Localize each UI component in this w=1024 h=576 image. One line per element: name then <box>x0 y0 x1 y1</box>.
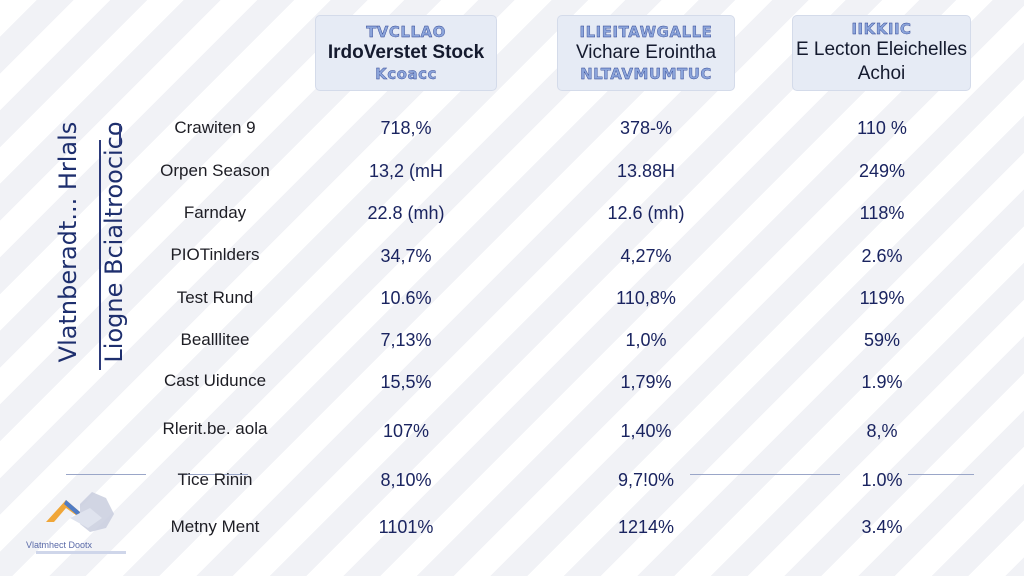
table-cell: 8,% <box>866 421 898 441</box>
column-header-2-title: Vichare Erointha <box>575 42 717 63</box>
table-cell: 59% <box>863 330 901 350</box>
table-cell: 718,% <box>380 118 432 138</box>
table-cell: 1,40% <box>620 421 672 441</box>
table-cell: 1.9% <box>861 372 903 392</box>
row-label: Test Rund <box>176 288 254 307</box>
column-header-1-bottom: Kcoacc <box>375 65 437 83</box>
table-cell: 118% <box>859 203 905 223</box>
table-cell: 12.6 (mh) <box>607 203 685 223</box>
column-header-3: IIKKIIC E Lecton Eleichelles Achoi <box>793 16 970 90</box>
table-cell: 1214% <box>617 517 675 537</box>
table-cell: 119% <box>859 288 905 308</box>
column-header-2-bottom: NLTAVMUMTUC <box>580 65 712 83</box>
row-label: Farnday <box>183 203 247 222</box>
table-cell: 8,10% <box>380 470 432 490</box>
row-label: Rlerit.be. aola <box>162 419 268 438</box>
table-cell: 22.8 (mh) <box>367 203 445 223</box>
column-header-3-title: E Lecton Eleichelles Achoi <box>795 39 968 84</box>
table-cell: 7,13% <box>380 330 432 350</box>
table-cell: 107% <box>382 421 430 441</box>
column-header-2-top: ILIEITAWGALLE <box>579 23 713 41</box>
table-cell: 10.6% <box>380 288 432 308</box>
vertical-title-2: Liogne Bcialtroocico <box>100 121 128 363</box>
table-cell: 378-% <box>619 118 673 138</box>
vertical-divider <box>99 140 101 370</box>
vertical-title-1: Vlatnberadt... Hrlals <box>54 121 82 363</box>
logo-icon <box>46 492 114 532</box>
separator-line <box>690 474 840 475</box>
table-cell: 3.4% <box>861 517 903 537</box>
table-cell: 13,2 (mH <box>368 161 444 181</box>
table-cell: 4,27% <box>620 246 672 266</box>
separator-line <box>908 474 974 475</box>
table-cell: 249% <box>858 161 906 181</box>
row-label: Cast Uidunce <box>163 371 267 390</box>
table-cell: 1.0% <box>861 470 903 490</box>
row-label: Orpen Season <box>160 161 270 180</box>
table-cell: 1101% <box>378 517 434 537</box>
column-header-1-title: IrdoVerstet Stock <box>327 42 485 63</box>
table-cell: 15,5% <box>380 372 432 392</box>
logo-subline <box>36 551 126 554</box>
column-header-2: ILIEITAWGALLE Vichare Erointha NLTAVMUMT… <box>558 16 734 90</box>
separator-line <box>66 474 146 475</box>
column-header-1: TVCLLAO IrdoVerstet Stock Kcoacc <box>316 16 496 90</box>
row-label: Tice Rinin <box>177 470 253 489</box>
separator-line <box>178 474 248 475</box>
column-header-1-top: TVCLLAO <box>366 23 446 41</box>
table-cell: 1,79% <box>620 372 672 392</box>
row-label: Bealllitee <box>180 330 250 349</box>
row-label: PIOTinlders <box>170 245 260 264</box>
table-cell: 110 % <box>857 118 907 138</box>
table-cell: 110,8% <box>616 288 676 308</box>
table-cell: 34,7% <box>380 246 432 266</box>
row-label: Metny Ment <box>170 517 260 536</box>
logo-text: Vlatmhect Dootx <box>26 540 93 550</box>
row-label: Crawiten 9 <box>174 118 256 137</box>
vertical-tick <box>119 124 121 146</box>
table-cell: 2.6% <box>861 246 903 266</box>
table-cell: 13.88H <box>616 161 676 181</box>
column-header-3-top: IIKKIIC <box>851 20 912 38</box>
table-cell: 1,0% <box>625 330 667 350</box>
table-cell: 9,7!0% <box>617 470 675 490</box>
